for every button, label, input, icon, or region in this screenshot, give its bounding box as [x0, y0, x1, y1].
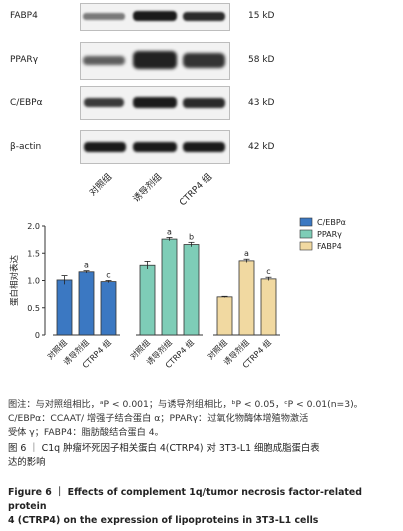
blot-lane-label: 对照组	[88, 172, 115, 199]
legend-swatch	[299, 229, 313, 239]
figure-title-cn: 图 6 ｜ C1q 肿瘤坏死因子相关蛋白 4(CTRP4) 对 3T3-L1 细…	[8, 442, 400, 470]
title-en-line-2: 4 (CTRP4) on the expression of lipoprote…	[8, 515, 319, 526]
title-cn-line-1: 图 6 ｜ C1q 肿瘤坏死因子相关蛋白 4(CTRP4) 对 3T3-L1 细…	[8, 443, 320, 454]
bar	[238, 260, 255, 336]
legend-label: FABP4	[317, 242, 342, 251]
significance-mark: c	[106, 271, 110, 280]
significance-mark: a	[244, 249, 249, 258]
note-line-1: 图注：与对照组相比，ᵃP < 0.001；与诱导剂组相比，ᵇP < 0.05，ᶜ…	[8, 399, 363, 410]
blot-box-cebpa	[80, 86, 230, 120]
title-cn-line-2: 达的影响	[8, 457, 46, 468]
title-en-line-1: Figure 6 ｜ Effects of complement 1q/tumo…	[8, 487, 362, 512]
legend-swatch	[299, 217, 313, 227]
blot-kd-fabp4: 15 kD	[248, 11, 275, 21]
bar	[183, 244, 200, 336]
legend-label: PPARγ	[317, 230, 342, 239]
blot-label-cebpa: C/EBPα	[10, 98, 43, 108]
blot-lane-label: 诱导剂组	[131, 172, 165, 205]
blot-kd-cebpa: 43 kD	[248, 98, 275, 108]
blot-box-beta-actin	[80, 130, 230, 164]
note-line-2: C/EBPα：CCAAT/ 增强子结合蛋白 α；PPARγ：过氧化物酶体增殖物激…	[8, 413, 309, 424]
y-tick-label: 1.5	[27, 249, 40, 258]
blot-kd-pparg: 58 kD	[248, 55, 275, 65]
legend-label: C/EBPα	[317, 218, 346, 227]
blot-label-beta-actin: β-actin	[10, 142, 42, 152]
legend-swatch	[299, 241, 313, 251]
figure-note: 图注：与对照组相比，ᵃP < 0.001；与诱导剂组相比，ᵇP < 0.05，ᶜ…	[8, 398, 400, 440]
y-tick-label: 1.0	[27, 277, 40, 286]
bar	[78, 271, 95, 336]
bar	[56, 279, 73, 336]
y-tick-label: 0.5	[27, 304, 40, 313]
y-tick-label: 0	[35, 331, 40, 340]
blot-box-fabp4	[80, 3, 230, 31]
bar	[100, 281, 117, 336]
significance-mark: b	[189, 232, 194, 241]
bar	[260, 278, 277, 336]
significance-mark: a	[167, 227, 172, 236]
note-line-3: 受体 γ；FABP4：脂肪酸结合蛋白 4。	[8, 427, 164, 438]
blot-lane-label: CTRP4 组	[178, 172, 215, 209]
y-axis-label: 蛋白相对表达	[9, 255, 20, 307]
figure-title-en: Figure 6 ｜ Effects of complement 1q/tumo…	[8, 486, 400, 528]
significance-mark: c	[266, 267, 270, 276]
blot-label-fabp4: FABP4	[10, 11, 38, 21]
blot-kd-beta-actin: 42 kD	[248, 142, 275, 152]
significance-mark: a	[84, 261, 89, 270]
bar	[161, 238, 178, 336]
blot-box-pparg	[80, 42, 230, 80]
blot-label-pparg: PPARγ	[10, 55, 39, 65]
y-tick-label: 2.0	[27, 222, 40, 231]
bar	[139, 264, 156, 336]
bar	[216, 296, 233, 336]
bar-chart: 00.51.01.52.0蛋白相对表达对照组a诱导剂组cCTRP4 组对照组a诱…	[9, 217, 346, 370]
